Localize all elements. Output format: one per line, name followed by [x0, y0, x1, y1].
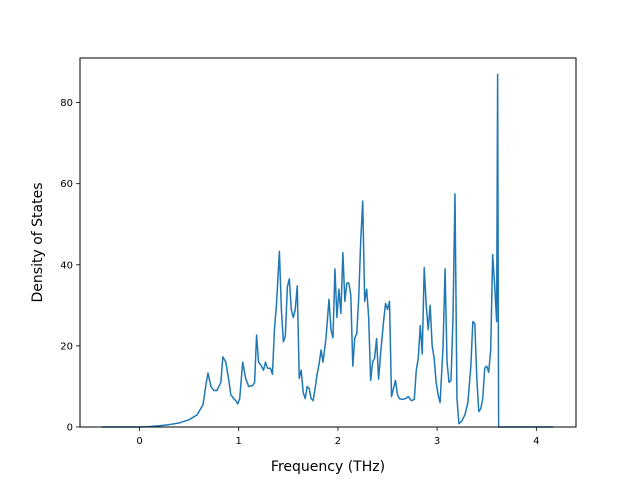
y-tick-label: 80: [60, 98, 73, 109]
x-tick-label: 3: [434, 436, 440, 447]
x-tick-label: 0: [136, 436, 142, 447]
x-axis-title: Frequency (THz): [271, 459, 385, 475]
y-tick-label: 60: [60, 179, 73, 190]
x-tick-label: 2: [335, 436, 341, 447]
plot-frame: [79, 57, 577, 428]
y-tick-label: 20: [60, 341, 73, 352]
dos-series-line: [101, 73, 554, 428]
y-axis-title: Density of States: [30, 183, 46, 303]
y-tick-label: 0: [67, 423, 73, 434]
y-axis-ticks: 0 20 40 60 80: [60, 98, 80, 434]
x-tick-label: 1: [236, 436, 242, 447]
plot-line-layer: [101, 73, 554, 428]
y-tick-label: 40: [60, 260, 73, 271]
x-axis-ticks: 0 1 2 3 4: [136, 427, 540, 447]
x-tick-label: 4: [533, 436, 539, 447]
